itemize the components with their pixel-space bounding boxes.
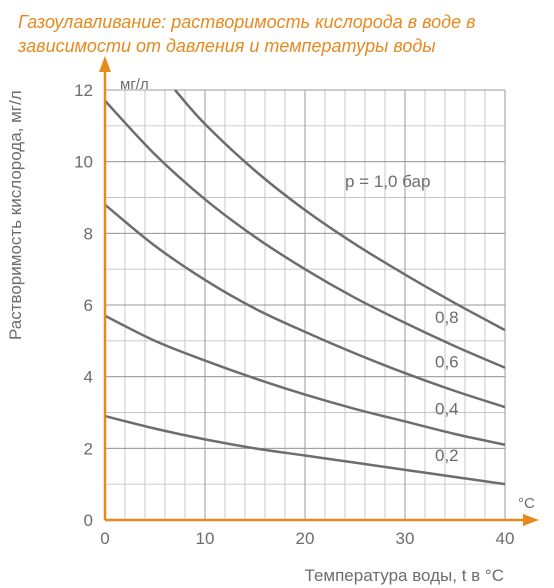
x-tick-label: 40: [496, 529, 515, 548]
series-label: 0,4: [435, 399, 459, 418]
chart-title: Газоулавливание: растворимость кислорода…: [18, 10, 542, 59]
chart-svg: 0,2 0,4 0,6 0,8 p = 1,0 бар 0 10 20 30 40 0 2 4 6 8 10 1…: [0, 0, 554, 588]
y-tick-label: 4: [84, 368, 93, 387]
x-tick-label: 20: [296, 529, 315, 548]
y-axis-unit: мг/л: [120, 76, 149, 93]
y-tick-label: 6: [84, 296, 93, 315]
y-tick-label: 8: [84, 224, 93, 243]
x-tick-label: 30: [396, 529, 415, 548]
x-axis-unit: °C: [518, 495, 535, 512]
y-tick-label: 2: [84, 439, 93, 458]
y-tick-label: 10: [74, 153, 93, 172]
x-axis-arrow-icon: [523, 514, 539, 526]
series-label: p = 1,0 бар: [345, 172, 430, 191]
x-tick-label: 10: [196, 529, 215, 548]
x-axis-label: Температура воды, t в °C: [305, 566, 504, 586]
series-label: 0,6: [435, 353, 459, 372]
series-label: 0,8: [435, 308, 459, 327]
y-tick-label: 12: [74, 81, 93, 100]
x-tick-label: 0: [100, 529, 109, 548]
y-axis-label: Растворимость кислорода, мг/л: [6, 90, 26, 340]
series-label: 0,2: [435, 446, 459, 465]
y-tick-label: 0: [84, 511, 93, 530]
chart-container: Газоулавливание: растворимость кислорода…: [0, 0, 554, 588]
